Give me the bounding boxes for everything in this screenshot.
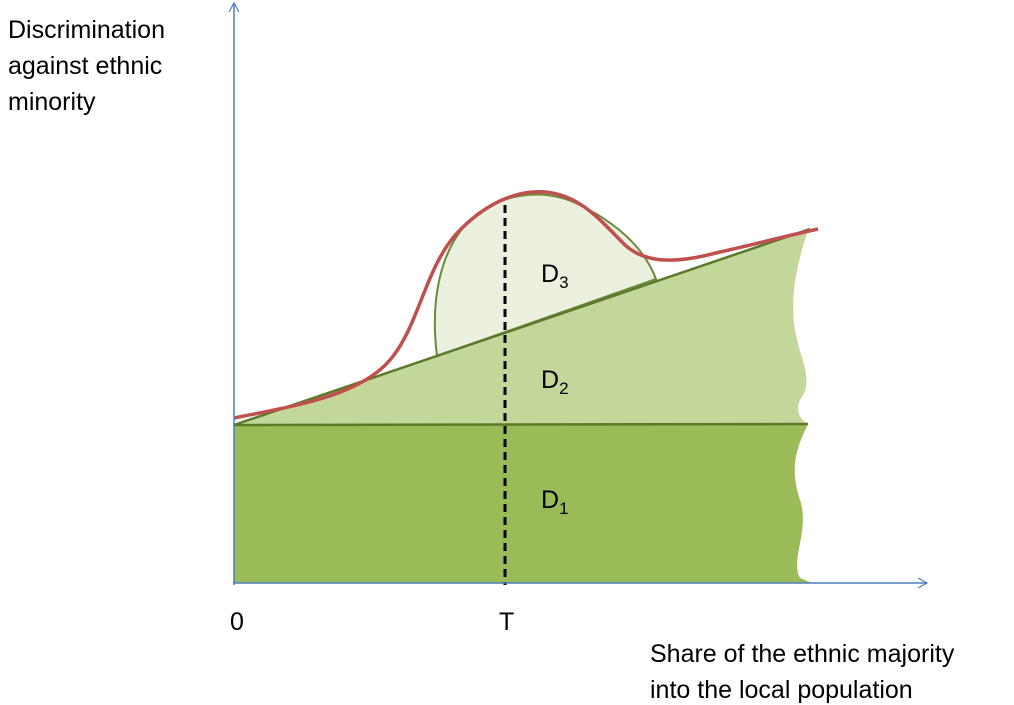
y-axis-label: minority (8, 88, 96, 116)
origin-label: 0 (230, 608, 244, 636)
threshold-label: T (499, 608, 514, 636)
y-axis-label: Discrimination (8, 16, 165, 44)
region-subscript: 2 (559, 379, 568, 398)
region-label: D1 (541, 486, 569, 518)
region-letter: D (541, 260, 559, 288)
x-axis-label: into the local population (650, 676, 913, 704)
region-label: D3 (541, 260, 569, 292)
x-axis-label: Share of the ethnic majority (650, 640, 955, 668)
region-subscript: 3 (559, 273, 568, 292)
region-subscript: 1 (559, 499, 568, 518)
region-letter: D (541, 486, 559, 514)
discrimination-curve (233, 190, 819, 420)
region-d1 (234, 424, 812, 583)
y-axis-label: against ethnic (8, 52, 162, 80)
region-letter: D (541, 366, 559, 394)
d1-border (233, 422, 809, 427)
region-label: D2 (541, 366, 569, 398)
d2-border (233, 227, 811, 427)
